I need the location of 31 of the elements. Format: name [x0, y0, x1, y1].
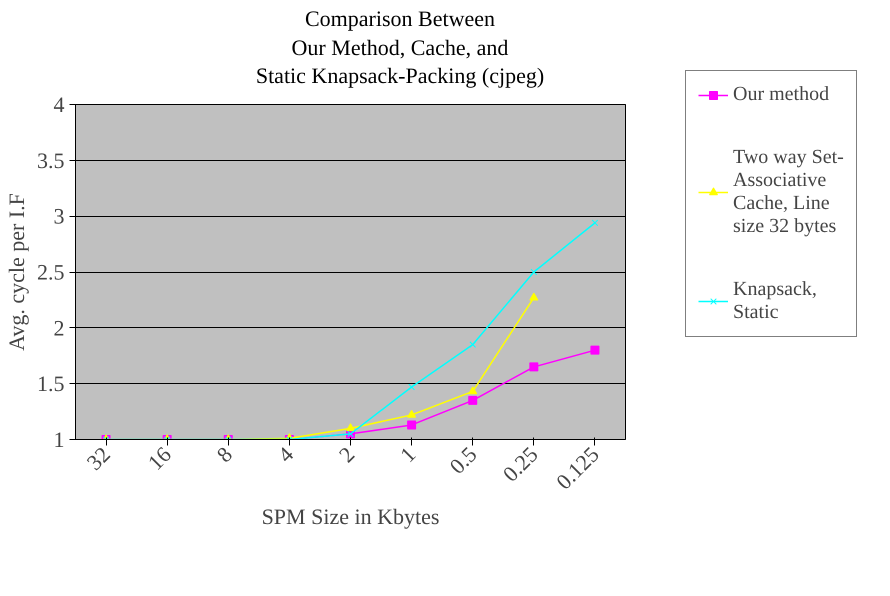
x-tick-label: 16 — [142, 441, 176, 475]
x-tick-label: 4 — [272, 441, 298, 467]
x-tick-label: 1 — [394, 441, 420, 467]
legend-label: Two way Set- Associative Cache, Line size 32 bytes — [733, 146, 844, 238]
point — [346, 422, 355, 431]
point — [408, 383, 415, 390]
legend-label: Knapsack, Static — [733, 278, 817, 324]
point — [468, 386, 478, 394]
point — [590, 345, 600, 354]
x-tick-label: 8 — [212, 441, 238, 467]
point — [529, 362, 538, 372]
point — [592, 219, 598, 226]
x-tick-label: 0.25 — [498, 441, 543, 486]
y-tick-label: 4 — [54, 92, 64, 117]
legend-label: Our method — [733, 83, 830, 106]
y-tick-label: 3 — [54, 203, 64, 228]
point — [469, 341, 476, 348]
point — [407, 410, 416, 418]
point — [530, 268, 538, 276]
x-tick-label: 2 — [334, 441, 360, 467]
y-axis-title: Avg. cycle per I.F — [4, 192, 29, 351]
chart-title: Comparison Between Our Method, Cache, and Static Knapsack-Packing (cjpeg) — [256, 5, 544, 90]
point — [529, 292, 538, 300]
x-axis-title: SPM Size in Kbytes — [262, 504, 440, 529]
y-tick-label: 3.5 — [37, 148, 64, 173]
y-tick-label: 2.5 — [37, 259, 64, 284]
x-tick-label: 0.5 — [444, 441, 482, 479]
y-tick-label: 2 — [54, 315, 64, 340]
point — [468, 396, 478, 405]
y-tick-label: 1.5 — [37, 370, 64, 396]
x-tick-label: 32 — [82, 441, 115, 475]
